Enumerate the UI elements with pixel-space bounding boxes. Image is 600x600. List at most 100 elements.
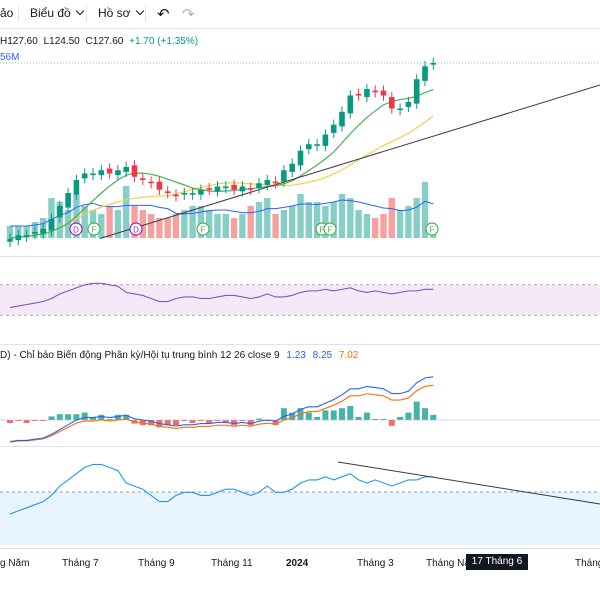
candle-body [223, 186, 229, 189]
change-value: +1.70 (+1.35%) [129, 36, 199, 47]
volume-bar [181, 210, 188, 238]
toolbar-item-partial[interactable]: ảo [0, 6, 14, 20]
x-tick: Tháng 9 [138, 558, 175, 569]
profile-label: Hồ sơ [98, 6, 131, 20]
volume-bar [313, 202, 321, 238]
volume-bar [330, 202, 337, 238]
oscillator-trendline [337, 461, 600, 505]
macd-histogram-bar [363, 412, 370, 420]
macd-histogram-bar [239, 420, 246, 421]
volume-bar [255, 202, 263, 238]
candle-body [256, 183, 262, 189]
close-value: C127.60 [85, 36, 124, 47]
candle-body [206, 188, 212, 190]
ohlc-legend: H127.60 L124.50 C127.60 +1.70 (+1.35%) [0, 36, 201, 47]
volume-bar [189, 206, 196, 238]
macd-histogram-bar [31, 420, 38, 421]
undo-icon[interactable]: ↶ [157, 6, 170, 23]
oscillator-line [9, 463, 434, 515]
candle-body [314, 144, 320, 146]
macd-histogram-bar [214, 420, 221, 421]
macd-histogram-bar [413, 401, 420, 420]
macd-histogram-bar [388, 420, 395, 426]
candle-body [48, 219, 55, 231]
candle-body [15, 235, 22, 241]
candle-body [247, 188, 254, 190]
candle-body [355, 93, 362, 96]
volume-bar [421, 182, 429, 238]
event-marker-label: F [92, 226, 97, 235]
event-marker-label: F [320, 226, 325, 235]
macd-histogram-bar [123, 414, 130, 420]
volume-bar [264, 198, 271, 238]
candle-body [164, 191, 171, 193]
macd-histogram-bar [114, 414, 121, 420]
candle-body [239, 186, 246, 192]
volume-bar [164, 218, 171, 238]
candle-body [281, 170, 287, 182]
x-tick: Tháng [575, 558, 600, 569]
candle-body [306, 144, 312, 150]
macd-histogram-bar [7, 420, 13, 423]
macd-line [9, 376, 434, 443]
candle-body [140, 178, 146, 180]
event-marker-icon [87, 222, 101, 236]
candle-body [40, 228, 46, 234]
event-marker-label: F [201, 226, 206, 235]
volume-bar [347, 198, 354, 238]
volume-bar [289, 206, 296, 238]
profile-menu[interactable]: Hồ sơ [98, 6, 144, 20]
candle-body [372, 90, 378, 93]
macd-histogram-bar [247, 420, 254, 426]
candle-body [413, 79, 420, 104]
candle-body [405, 102, 412, 107]
candle-body [264, 180, 271, 185]
candle-body [214, 186, 221, 192]
macd-histogram-bar [148, 420, 155, 426]
macd-histogram-bar [355, 417, 362, 420]
macd-histogram-bar [405, 412, 412, 420]
x-tick: 2024 [286, 558, 309, 569]
event-marker-label: F [328, 226, 333, 235]
macd-histogram-bar [314, 417, 321, 420]
ma-fast-line [9, 88, 434, 240]
candle-body [330, 124, 337, 133]
time-axis[interactable]: g Năm Tháng 7 Tháng 9 Tháng 11 2024 Thán… [0, 548, 600, 573]
macd-histogram-bar [256, 418, 262, 420]
candle-body [231, 184, 237, 190]
candle-body [7, 238, 13, 242]
volume-ma-line [10, 199, 434, 227]
volume-bar [272, 214, 279, 238]
hist-value: 7.02 [338, 350, 359, 361]
volume-bar [305, 202, 312, 238]
candle-body [364, 89, 370, 98]
macd-histogram-bar [272, 420, 279, 426]
toolbar-divider [18, 6, 19, 22]
volume-bar [413, 198, 420, 238]
event-marker-icon [69, 222, 83, 236]
candle-body [156, 181, 163, 190]
candle-body [148, 181, 154, 184]
volume-bar [123, 186, 130, 238]
candle-body [422, 66, 428, 81]
candle-body [380, 90, 387, 96]
high-value: H127.60 [0, 36, 38, 47]
macd-histogram-bar [40, 420, 47, 421]
chart-type-label: Biểu đồ [30, 6, 71, 20]
chart-type-menu[interactable]: Biểu đồ [30, 6, 84, 20]
volume-bar [380, 214, 387, 238]
candle-body [73, 180, 80, 195]
macd-legend: D) - Chỉ báo Biến động Phân kỳ/Hội tụ tr… [0, 350, 358, 361]
pane-divider [0, 344, 600, 345]
macd-histogram-bar [380, 419, 387, 420]
macd-histogram-bar [56, 414, 63, 420]
volume-bar [147, 214, 155, 238]
candle-body [23, 235, 30, 237]
redo-icon[interactable]: ↷ [182, 6, 195, 23]
candle-body [181, 193, 188, 195]
candle-body [123, 167, 129, 172]
macd-histogram-bar [15, 420, 22, 421]
macd-histogram-bar [222, 420, 229, 423]
macd-histogram-bar [65, 414, 72, 420]
